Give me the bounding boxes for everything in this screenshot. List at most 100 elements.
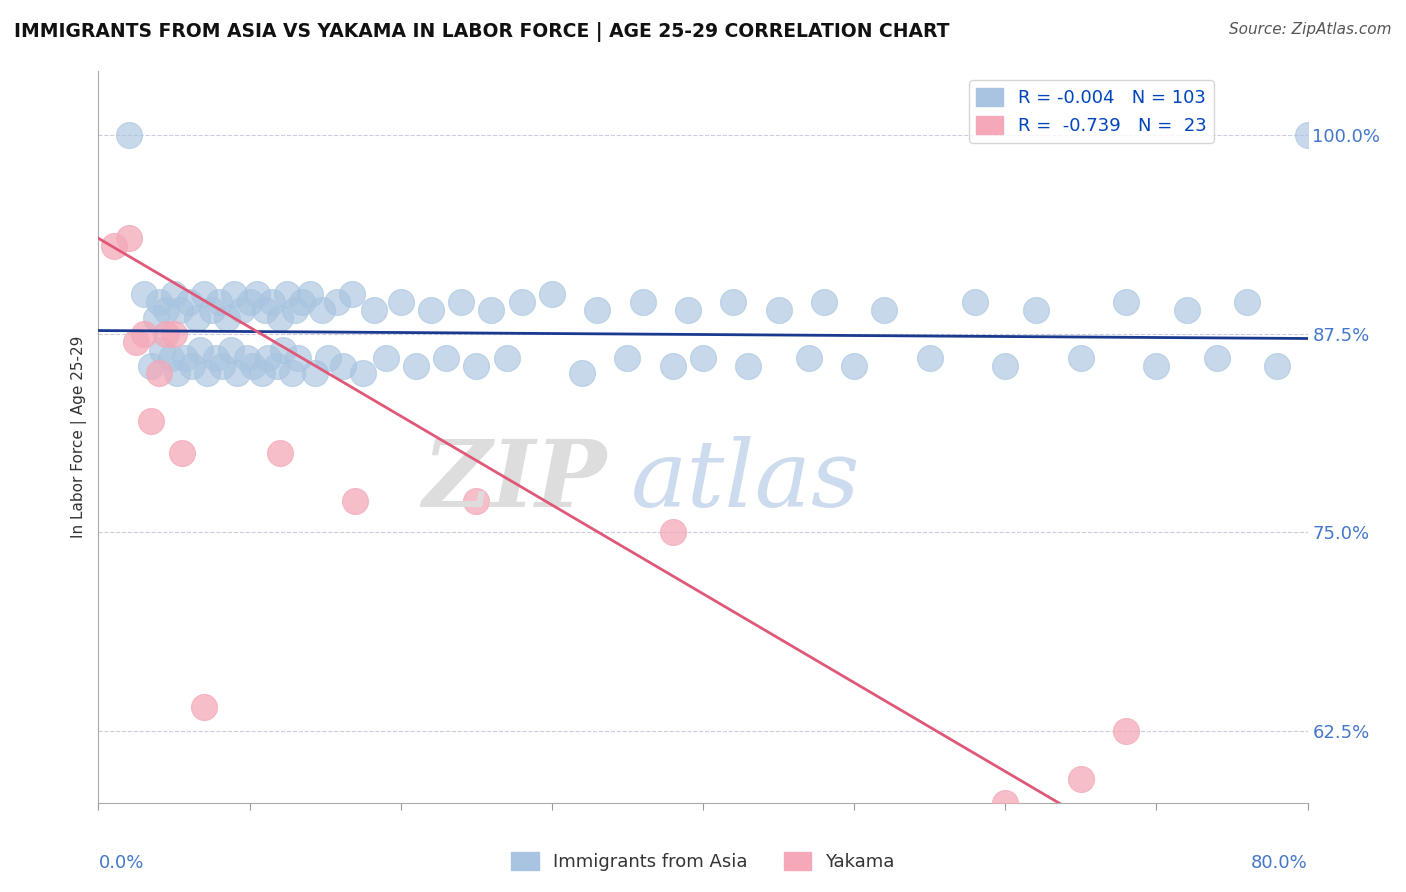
Point [281,367,304,381]
Point [226,367,249,381]
Point [141,414,163,428]
Point [586,302,609,317]
Text: IMMIGRANTS FROM ASIA VS YAKAMA IN LABOR FORCE | AGE 25-29 CORRELATION CHART: IMMIGRANTS FROM ASIA VS YAKAMA IN LABOR … [14,22,949,42]
Point [173,351,195,365]
Point [844,359,866,373]
Point [1115,294,1137,309]
Point [994,359,1017,373]
Point [150,343,173,357]
Point [253,302,276,317]
Point [1267,359,1289,373]
Point [737,359,759,373]
Point [405,359,427,373]
Point [1175,302,1198,317]
Point [389,294,412,309]
Point [221,343,243,357]
Point [797,351,820,365]
Point [1236,294,1258,309]
Point [481,302,503,317]
Point [224,287,246,301]
Point [188,343,211,357]
Point [332,359,354,373]
Point [163,326,186,341]
Point [269,446,291,460]
Text: Source: ZipAtlas.com: Source: ZipAtlas.com [1229,22,1392,37]
Point [256,351,278,365]
Point [205,351,228,365]
Point [723,294,745,309]
Point [125,334,148,349]
Point [813,294,835,309]
Point [193,287,215,301]
Point [141,359,163,373]
Point [344,493,367,508]
Point [311,302,333,317]
Point [170,446,193,460]
Point [676,302,699,317]
Point [316,351,339,365]
Point [145,310,167,325]
Point [465,359,488,373]
Point [195,367,218,381]
Point [163,287,186,301]
Point [118,128,141,142]
Point [1024,302,1046,317]
Point [211,359,233,373]
Point [363,302,385,317]
Point [276,287,298,301]
Point [994,796,1017,810]
Point [326,294,349,309]
Point [495,351,517,365]
Point [148,294,170,309]
Point [132,287,155,301]
Legend: R = -0.004   N = 103, R =  -0.739   N =  23: R = -0.004 N = 103, R = -0.739 N = 23 [969,80,1213,143]
Point [374,351,396,365]
Point [242,359,264,373]
Point [160,351,183,365]
Point [193,700,215,714]
Point [215,310,238,325]
Point [1115,724,1137,739]
Point [148,367,170,381]
Point [510,294,533,309]
Point [571,367,593,381]
Point [271,343,294,357]
Point [465,493,488,508]
Point [616,351,638,365]
Point [291,294,314,309]
Point [103,239,125,253]
Point [661,359,683,373]
Point [299,287,322,301]
Point [155,302,177,317]
Legend: Immigrants from Asia, Yakama: Immigrants from Asia, Yakama [505,845,901,879]
Point [179,294,201,309]
Point [181,359,204,373]
Point [434,351,457,365]
Point [1206,351,1229,365]
Point [250,367,273,381]
Point [1070,772,1092,786]
Text: 0.0%: 0.0% [98,854,143,872]
Text: 80.0%: 80.0% [1251,854,1308,872]
Point [262,294,284,309]
Point [169,302,191,317]
Point [231,302,253,317]
Point [1296,128,1319,142]
Point [342,287,364,301]
Point [661,525,683,540]
Point [266,359,288,373]
Point [132,326,155,341]
Y-axis label: In Labor Force | Age 25-29: In Labor Force | Age 25-29 [70,336,87,538]
Point [1070,351,1092,365]
Point [918,351,941,365]
Point [631,294,654,309]
Point [155,326,177,341]
Point [269,310,291,325]
Point [166,367,188,381]
Point [118,231,141,245]
Point [873,302,896,317]
Point [540,287,562,301]
Text: ZIP: ZIP [422,436,606,526]
Text: atlas: atlas [630,436,860,526]
Point [450,294,472,309]
